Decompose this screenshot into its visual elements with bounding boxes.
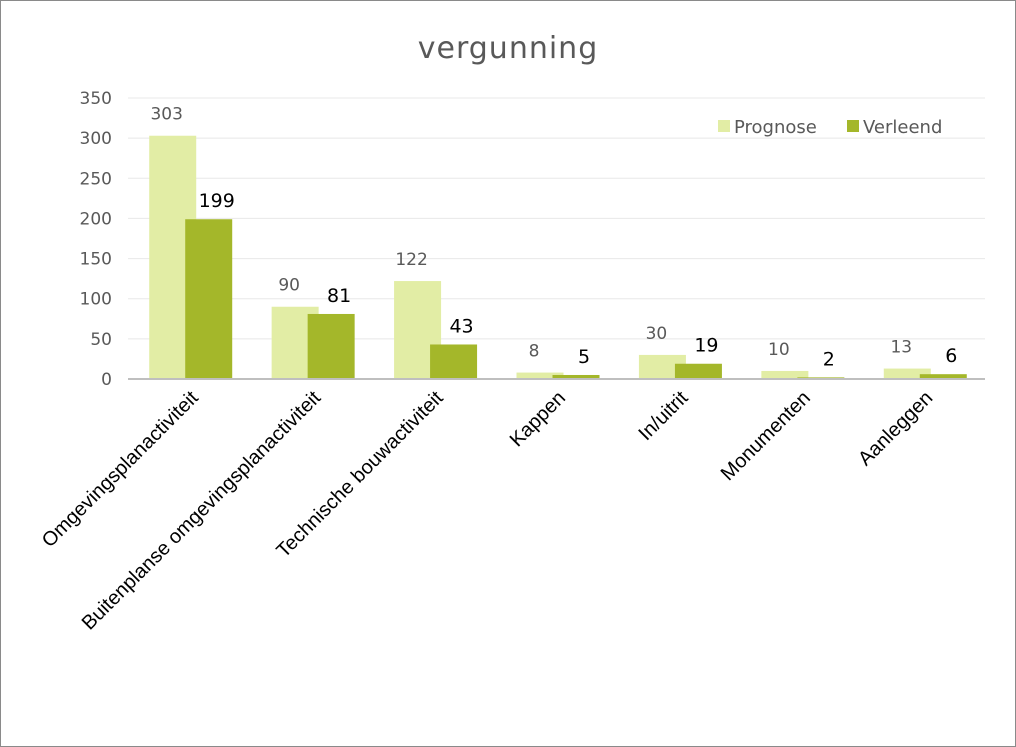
bar-verleend (674, 363, 722, 379)
chart-title: vergunning (418, 31, 599, 66)
y-tick-label: 150 (80, 250, 112, 270)
x-tick-label: Kappen (506, 387, 570, 451)
data-label-verleend: 199 (199, 190, 235, 212)
y-tick-label: 250 (80, 169, 112, 189)
y-tick-label: 200 (80, 209, 112, 229)
bar-prognose (761, 370, 809, 379)
data-label-verleend: 43 (449, 315, 473, 337)
data-label-prognose: 13 (890, 338, 912, 358)
y-tick-label: 100 (80, 290, 112, 310)
y-tick-label: 350 (80, 89, 112, 109)
bar-verleend (430, 344, 478, 379)
data-label-verleend: 6 (945, 345, 957, 367)
legend: Prognose Verleend (718, 117, 942, 138)
bar-verleend (307, 313, 355, 379)
data-label-prognose: 10 (768, 340, 790, 360)
bar-verleend (185, 219, 233, 379)
data-label-verleend: 19 (694, 335, 718, 357)
bar-verleend (552, 374, 600, 379)
y-tick-label: 50 (90, 330, 112, 350)
y-axis: 0 50 100 150 200 250 300 350 (80, 89, 112, 390)
data-label-verleend: 5 (578, 346, 590, 368)
data-label-prognose: 303 (150, 105, 182, 125)
gridlines (128, 97, 985, 340)
x-tick-label: Monumenten (717, 387, 815, 485)
legend-swatch-verleend (847, 120, 859, 132)
data-label-prognose: 30 (646, 324, 668, 344)
x-tick-label: In/uitrit (634, 387, 692, 445)
legend-label-verleend: Verleend (863, 117, 942, 138)
data-label-prognose: 122 (395, 250, 427, 270)
bar-prognose (516, 372, 564, 379)
y-tick-label: 0 (101, 370, 112, 390)
legend-label-prognose: Prognose (734, 117, 817, 138)
data-label-verleend: 2 (823, 348, 835, 370)
data-label-verleend: 81 (327, 285, 351, 307)
bars (149, 135, 967, 379)
data-label-prognose: 8 (529, 342, 540, 362)
bar-prognose (883, 368, 931, 379)
data-labels: 303 199 90 81 122 43 8 5 30 19 10 2 13 6 (150, 105, 957, 371)
legend-swatch-prognose (718, 120, 730, 132)
bar-verleend (919, 374, 967, 379)
x-tick-label: Aanleggen (854, 387, 937, 470)
x-tick-label: Buitenplanse omgevingsplanactiviteit (78, 387, 326, 635)
y-tick-label: 300 (80, 129, 112, 149)
data-label-prognose: 90 (278, 276, 300, 296)
